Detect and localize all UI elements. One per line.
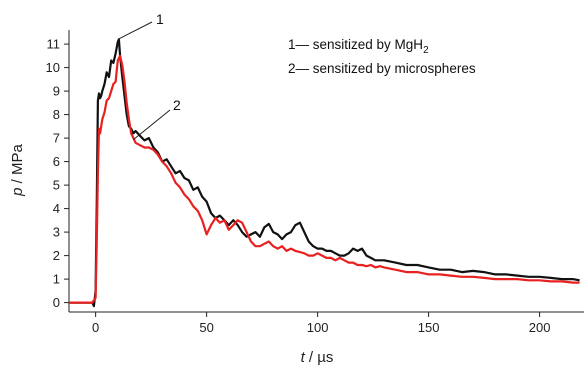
x-axis-unit: / µs: [305, 349, 334, 366]
y-tick-label: 8: [53, 107, 60, 122]
callout-1-leader: [117, 21, 153, 40]
legend-entry-1-sub: 2: [423, 45, 429, 56]
y-tick-label: 0: [53, 295, 60, 310]
y-axis-var: p: [9, 188, 26, 197]
callout-2-leader: [133, 109, 171, 141]
series-line-2: [69, 54, 580, 304]
x-tick-label: 50: [199, 320, 213, 335]
x-tick-label: 200: [529, 320, 551, 335]
axes: 0 1 2 3 4 5 6 7 8 9 10 11 0 50 100 150 200: [46, 30, 584, 335]
y-tick-label: 5: [53, 178, 60, 193]
y-tick-label: 7: [53, 131, 60, 146]
y-tick-label: 1: [53, 272, 60, 287]
legend-entry-2: 2— sensitized by microspheres: [288, 61, 476, 76]
x-axis-title: t / µs: [301, 349, 334, 366]
x-tick-label: 0: [92, 320, 99, 335]
y-tick-label: 9: [53, 84, 60, 99]
series-line-1: [69, 38, 580, 308]
legend-entry-1-text: 1— sensitized by MgH: [288, 37, 423, 52]
y-tick-label: 6: [53, 154, 60, 169]
x-axis-var: t: [301, 349, 306, 366]
legend-entry-2-text: 2— sensitized by microspheres: [288, 61, 476, 76]
y-tick-label: 10: [46, 60, 60, 75]
y-axis-title: p / MPa: [9, 144, 26, 197]
y-tick-label: 2: [53, 248, 60, 263]
x-tick-label: 150: [418, 320, 440, 335]
callout-2-label: 2: [173, 97, 181, 113]
annotation-layer: 12: [117, 11, 181, 141]
series-layer: [69, 38, 580, 308]
legend-entry-1: 1— sensitized by MgH2: [288, 37, 429, 56]
y-tick-label: 3: [53, 225, 60, 240]
y-tick-label: 11: [47, 37, 61, 52]
x-tick-label: 100: [307, 320, 329, 335]
y-tick-label: 4: [53, 201, 60, 216]
y-axis-unit: / MPa: [9, 144, 26, 188]
legend: 1— sensitized by MgH2 2— sensitized by m…: [288, 37, 476, 76]
callout-1-label: 1: [156, 11, 164, 27]
